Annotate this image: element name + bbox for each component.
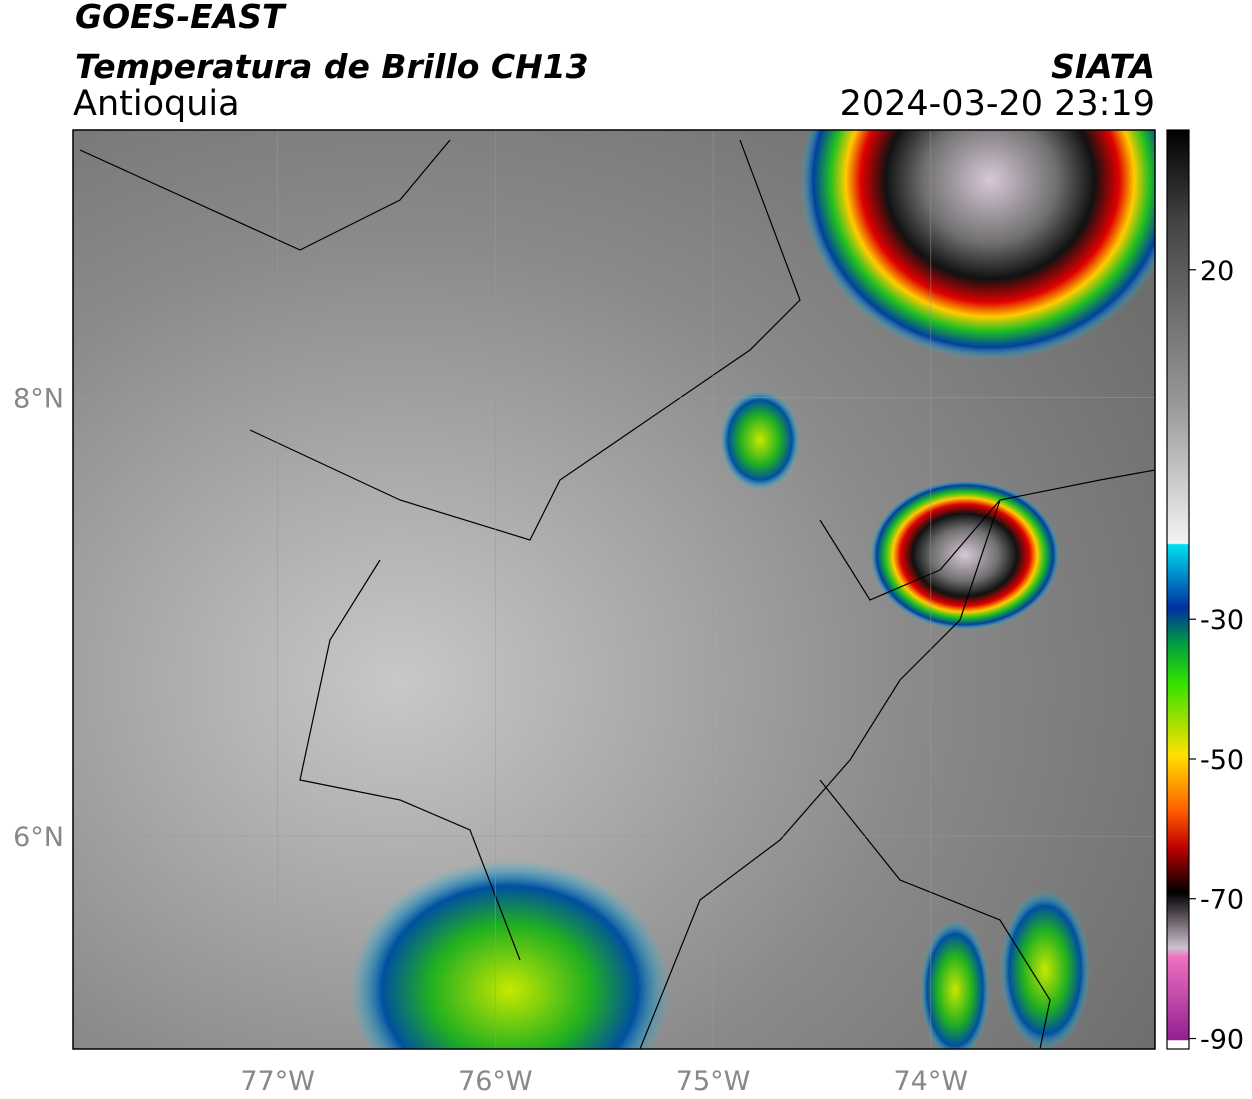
map-imagery: [73, 130, 1155, 1049]
colorbar-tick-label: -30: [1200, 605, 1244, 636]
colorbar-tick-label: -70: [1200, 885, 1244, 916]
region: Antioquia: [73, 84, 240, 124]
lon-tick-label: 77°W: [240, 1066, 315, 1097]
lat-tick-label: 6°N: [13, 822, 64, 853]
title: GOES-EAST: [75, 0, 287, 36]
subtitle: Temperatura de Brillo CH13: [75, 47, 589, 86]
map-frame: [72, 129, 1156, 1050]
source: SIATA: [1051, 47, 1155, 86]
colorbar-tick-label: -90: [1200, 1025, 1244, 1056]
lat-tick-label: 8°N: [13, 384, 64, 415]
graticule: [73, 130, 1155, 1049]
colorbar: [1166, 129, 1190, 1050]
lon-tick-label: 76°W: [458, 1066, 533, 1097]
colorbar-tick-label: -50: [1200, 745, 1244, 776]
datetime: 2024-03-20 23:19: [840, 84, 1155, 124]
colorbar-tick-label: 20: [1200, 256, 1234, 287]
lon-tick-label: 75°W: [676, 1066, 751, 1097]
lon-tick-label: 74°W: [893, 1066, 968, 1097]
